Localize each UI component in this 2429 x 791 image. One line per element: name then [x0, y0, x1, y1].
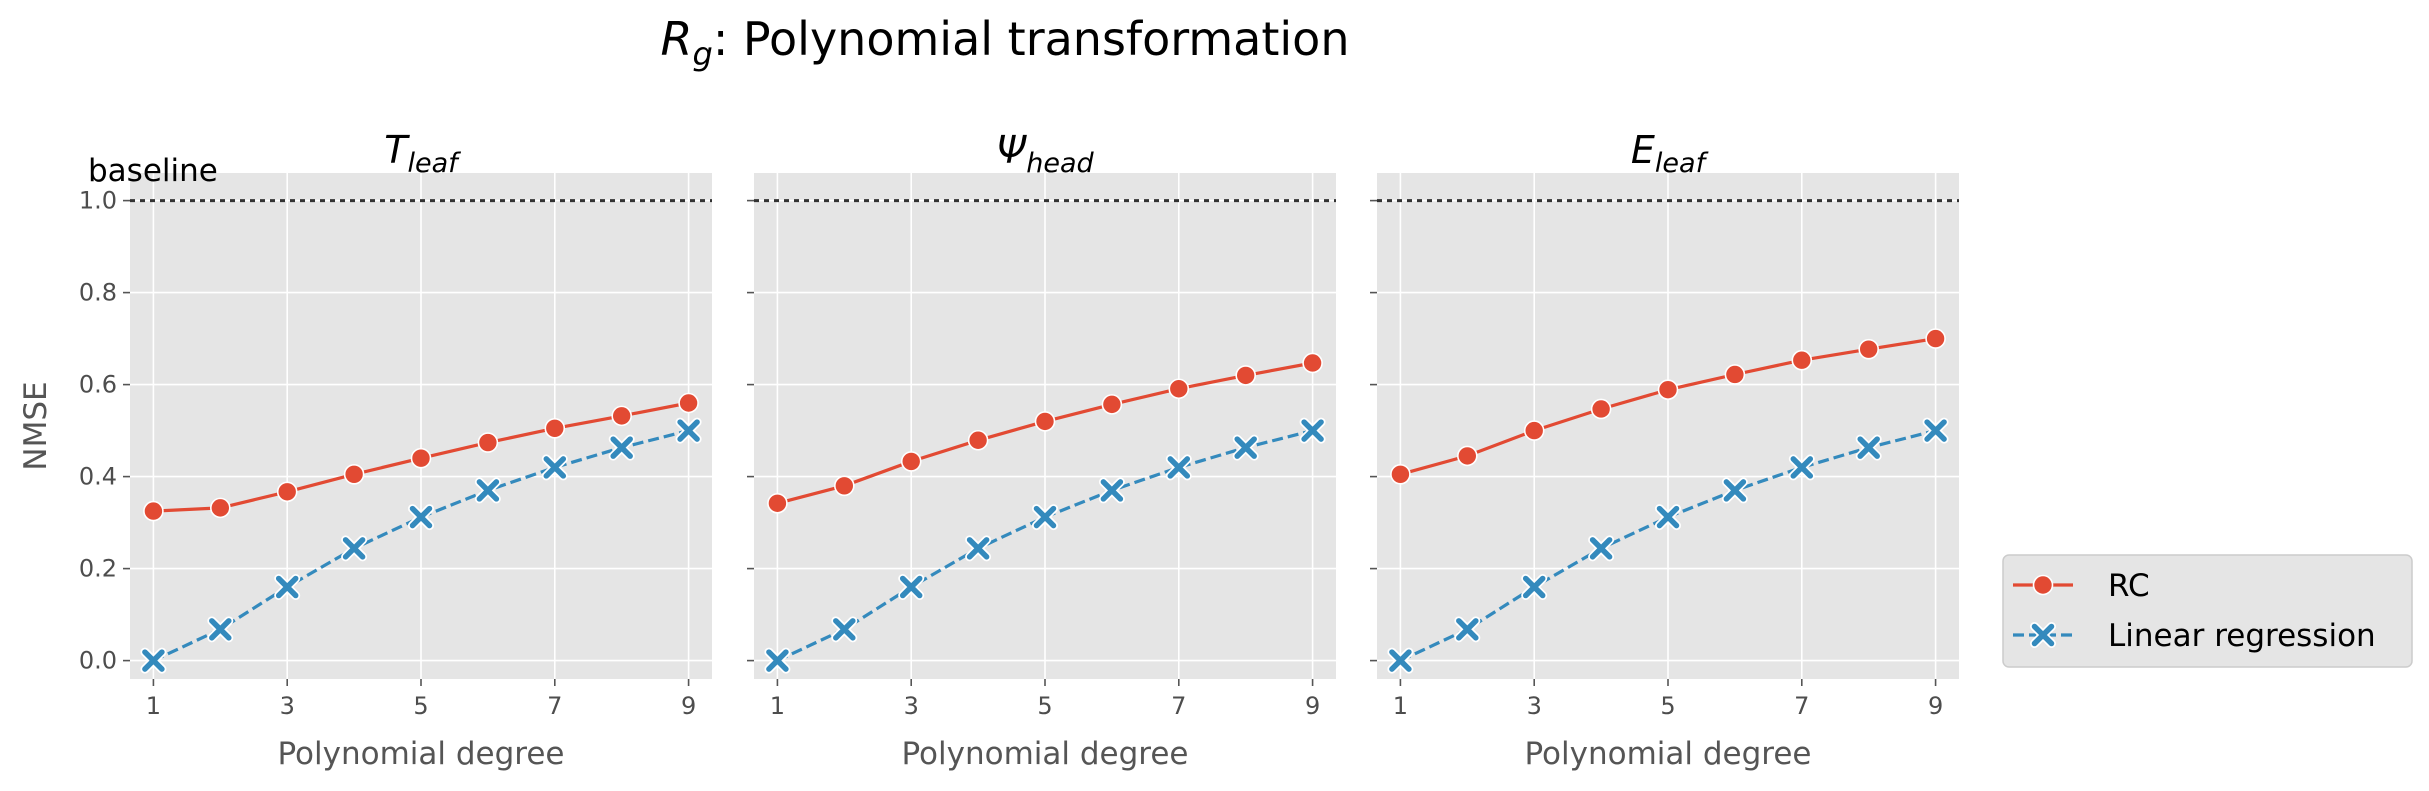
lr-point: [209, 618, 232, 641]
x-tick-label: 1: [770, 692, 785, 720]
lr-point: [1100, 479, 1124, 502]
lr-point: [1522, 575, 1546, 599]
rc-point: [1235, 365, 1256, 386]
lr-point: [1723, 479, 1747, 502]
rc-point: [1101, 394, 1123, 415]
x-tick-label: 7: [1794, 692, 1809, 720]
panels: 0.0 0.2 0.4 0.6 0.8 1.0 1 3 5 7 9 baseline Tleaf Poly…: [18, 128, 1959, 772]
x-tick-label: 5: [1037, 692, 1052, 720]
y-tick-label: 0.2: [79, 555, 117, 583]
x-axis-label: Polynomial degree: [1524, 736, 1811, 772]
x-tick-label: 9: [681, 692, 696, 720]
rc-point: [1925, 328, 1946, 349]
y-tick-label: 0.0: [79, 647, 117, 675]
lr-point: [899, 575, 923, 599]
x-tick-label: 7: [1171, 692, 1186, 720]
x-tick-label: 9: [1305, 692, 1320, 720]
rc-point: [678, 392, 699, 414]
lr-point: [275, 575, 299, 599]
figure-title: Rg: Polynomial transformation: [661, 12, 1350, 73]
chart-panel-3: 1 3 5 7 9 Eleaf Polynomial degree: [1370, 128, 1959, 772]
x-tick-label: 5: [413, 692, 428, 720]
rc-point: [343, 463, 365, 485]
lr-point: [833, 618, 856, 641]
y-tick-label: 0.6: [79, 371, 117, 399]
rc-point: [210, 497, 231, 519]
rc-point: [767, 492, 788, 514]
x-tick-label: 1: [1393, 692, 1408, 720]
y-tick-label: 1.0: [79, 187, 117, 215]
x-tick-label: 3: [1527, 692, 1542, 720]
y-tick-label: 0.8: [79, 279, 117, 307]
x-tick-label: 3: [904, 692, 919, 720]
legend-box: [2002, 554, 2413, 668]
chart-panel-1: 0.0 0.2 0.4 0.6 0.8 1.0 1 3 5 7 9 baseline Tleaf Poly…: [18, 128, 712, 772]
x-tick-label: 5: [1660, 692, 1675, 720]
lr-point: [409, 505, 433, 529]
x-tick-label: 7: [547, 692, 562, 720]
legend-rc-marker: [2032, 574, 2054, 596]
baseline-label: baseline: [88, 153, 218, 189]
rc-point: [410, 447, 432, 469]
rc-point: [967, 429, 989, 451]
lr-point: [1389, 649, 1412, 672]
rc-point: [143, 500, 164, 522]
legend-lr-marker: [2031, 623, 2055, 647]
x-tick-label: 3: [280, 692, 295, 720]
panel-title: Ψhead: [996, 128, 1094, 179]
chart-panel-2: 1 3 5 7 9 Ψhead Polynomial degree: [747, 128, 1336, 772]
lr-point: [1857, 436, 1880, 459]
rc-point: [1457, 445, 1478, 467]
lr-point: [1234, 436, 1257, 459]
rc-point: [611, 405, 632, 427]
lr-point: [142, 649, 165, 672]
x-axis-label: Polynomial degree: [901, 736, 1188, 772]
legend-label-linear-regression: Linear regression: [2108, 618, 2376, 654]
rc-point: [834, 475, 855, 497]
panel-title: Eleaf: [1631, 128, 1709, 179]
rc-point: [1302, 352, 1323, 374]
legend-label-rc: RC: [2108, 568, 2150, 604]
lr-point: [476, 479, 500, 502]
rc-point: [1724, 364, 1746, 385]
lr-point: [1167, 456, 1191, 479]
lr-point: [1033, 505, 1057, 529]
lr-point: [543, 456, 567, 479]
panel-title: Tleaf: [384, 128, 461, 179]
lr-point: [1589, 537, 1613, 560]
rc-point: [1168, 378, 1190, 400]
rc-point: [276, 481, 298, 503]
lr-point: [1301, 419, 1324, 442]
lr-point: [610, 436, 633, 459]
x-tick-label: 1: [146, 692, 161, 720]
lr-point: [1656, 505, 1680, 529]
lr-point: [342, 537, 366, 560]
rc-point: [544, 417, 566, 439]
rc-point: [900, 451, 922, 472]
x-axis-label: Polynomial degree: [277, 736, 564, 772]
rc-point: [1657, 379, 1679, 400]
lr-point: [1924, 419, 1947, 442]
x-tick-label: 9: [1928, 692, 1943, 720]
rc-point: [477, 432, 499, 453]
lr-point: [1456, 618, 1479, 641]
lr-point: [966, 537, 990, 560]
lr-point: [677, 419, 700, 442]
lr-point: [766, 649, 789, 672]
lr-point: [1790, 456, 1814, 479]
legend: RC Linear regression: [2002, 554, 2413, 668]
rc-point: [1590, 398, 1612, 420]
y-axis-label: NMSE: [18, 381, 54, 470]
rc-point: [1858, 338, 1879, 360]
rc-point: [1390, 463, 1411, 485]
y-tick-label: 0.4: [79, 463, 117, 491]
rc-point: [1034, 411, 1056, 432]
rc-point: [1791, 349, 1813, 371]
rc-point: [1523, 420, 1545, 441]
